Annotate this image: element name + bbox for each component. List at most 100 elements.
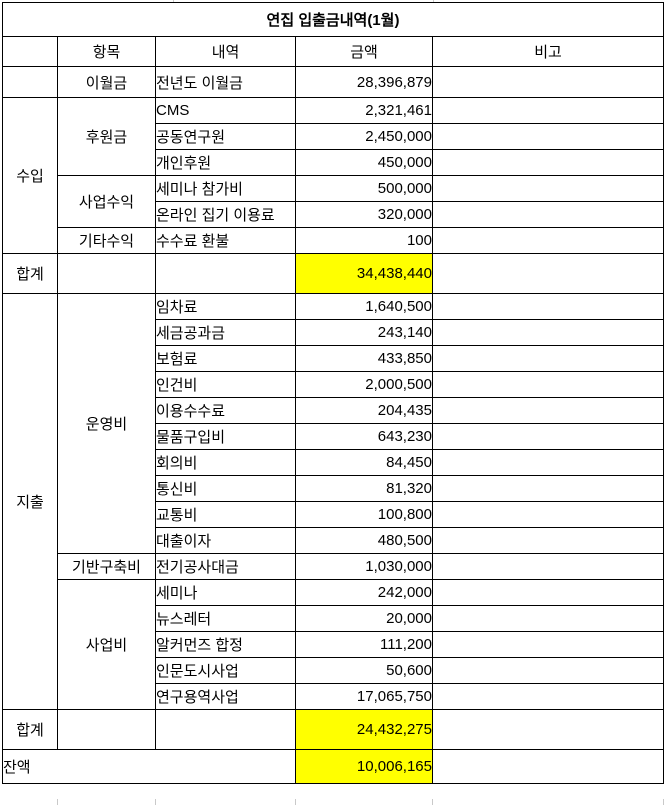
- detail-cell[interactable]: 이용수수료: [155, 397, 296, 424]
- detail-cell[interactable]: 연구용역사업: [155, 683, 296, 710]
- detail-cell[interactable]: 회의비: [155, 449, 296, 476]
- detail-cell[interactable]: 인문도시사업: [155, 657, 296, 684]
- amount-cell[interactable]: 2,450,000: [295, 123, 433, 150]
- note-cell[interactable]: [432, 149, 664, 176]
- note-cell[interactable]: [432, 683, 664, 710]
- amount-cell[interactable]: 84,450: [295, 449, 433, 476]
- amount-cell[interactable]: 433,850: [295, 345, 433, 372]
- note-cell[interactable]: [432, 579, 664, 606]
- amount-cell[interactable]: 500,000: [295, 175, 433, 202]
- note-cell[interactable]: [432, 293, 664, 320]
- note-cell[interactable]: [432, 66, 664, 98]
- note-cell[interactable]: [432, 631, 664, 658]
- income-group-cell[interactable]: 수입: [2, 97, 58, 254]
- detail-cell[interactable]: 세미나: [155, 579, 296, 606]
- amount-cell[interactable]: 450,000: [295, 149, 433, 176]
- note-cell[interactable]: [432, 423, 664, 450]
- amount-cell[interactable]: 81,320: [295, 475, 433, 502]
- detail-cell[interactable]: 대출이자: [155, 527, 296, 554]
- amount-header-cell[interactable]: 금액: [295, 36, 433, 67]
- empty-cell[interactable]: [155, 253, 296, 294]
- note-cell[interactable]: [432, 605, 664, 632]
- amount-cell[interactable]: 20,000: [295, 605, 433, 632]
- detail-cell[interactable]: 세미나 참가비: [155, 175, 296, 202]
- detail-cell[interactable]: CMS: [155, 97, 296, 124]
- amount-cell[interactable]: 17,065,750: [295, 683, 433, 710]
- detail-cell[interactable]: 물품구입비: [155, 423, 296, 450]
- detail-header-cell[interactable]: 내역: [155, 36, 296, 67]
- detail-cell[interactable]: 세금공과금: [155, 319, 296, 346]
- amount-cell[interactable]: 2,321,461: [295, 97, 433, 124]
- income-total-amount-cell[interactable]: 34,438,440: [295, 253, 433, 294]
- note-cell[interactable]: [432, 175, 664, 202]
- note-cell[interactable]: [432, 527, 664, 554]
- note-cell[interactable]: [432, 501, 664, 528]
- detail-cell[interactable]: 인건비: [155, 371, 296, 398]
- balance-amount-cell[interactable]: 10,006,165: [295, 749, 433, 784]
- item-cell-operating[interactable]: 운영비: [57, 293, 156, 554]
- note-cell[interactable]: [432, 709, 664, 750]
- amount-cell[interactable]: 28,396,879: [295, 66, 433, 98]
- detail-cell[interactable]: 뉴스레터: [155, 605, 296, 632]
- amount-cell[interactable]: 480,500: [295, 527, 433, 554]
- amount-cell[interactable]: 243,140: [295, 319, 433, 346]
- note-cell[interactable]: [432, 227, 664, 254]
- amount-cell[interactable]: 1,640,500: [295, 293, 433, 320]
- detail-cell[interactable]: 교통비: [155, 501, 296, 528]
- note-header-cell[interactable]: 비고: [432, 36, 664, 67]
- note-cell[interactable]: [432, 97, 664, 124]
- note-cell[interactable]: [432, 319, 664, 346]
- amount-cell[interactable]: 204,435: [295, 397, 433, 424]
- empty-cell[interactable]: [155, 709, 296, 750]
- amount-cell[interactable]: 2,000,500: [295, 371, 433, 398]
- gridline-stub: [663, 799, 664, 805]
- expense-total-label-cell[interactable]: 합계: [2, 709, 58, 750]
- note-cell[interactable]: [432, 253, 664, 294]
- detail-cell[interactable]: 알커먼즈 합정: [155, 631, 296, 658]
- expense-group-cell[interactable]: 지출: [2, 293, 58, 710]
- note-cell[interactable]: [432, 345, 664, 372]
- item-cell-business[interactable]: 사업수익: [57, 175, 156, 228]
- item-header-cell[interactable]: 항목: [57, 36, 156, 67]
- amount-cell[interactable]: 100: [295, 227, 433, 254]
- item-cell-project[interactable]: 사업비: [57, 579, 156, 710]
- amount-cell[interactable]: 100,800: [295, 501, 433, 528]
- detail-cell[interactable]: 보험료: [155, 345, 296, 372]
- amount-cell[interactable]: 1,030,000: [295, 553, 433, 580]
- empty-cell[interactable]: [57, 253, 156, 294]
- empty-cell[interactable]: [57, 709, 156, 750]
- item-cell[interactable]: 이월금: [57, 66, 156, 98]
- amount-cell[interactable]: 643,230: [295, 423, 433, 450]
- group-cell[interactable]: [2, 66, 58, 98]
- detail-cell[interactable]: 통신비: [155, 475, 296, 502]
- amount-cell[interactable]: 111,200: [295, 631, 433, 658]
- note-cell[interactable]: [432, 657, 664, 684]
- note-cell[interactable]: [432, 749, 664, 784]
- group-header-cell[interactable]: [2, 36, 58, 67]
- item-cell-other[interactable]: 기타수익: [57, 227, 156, 254]
- amount-cell[interactable]: 242,000: [295, 579, 433, 606]
- detail-cell[interactable]: 임차료: [155, 293, 296, 320]
- note-cell[interactable]: [432, 371, 664, 398]
- note-cell[interactable]: [432, 553, 664, 580]
- sheet-title-cell[interactable]: 연집 입출금내역(1월): [2, 2, 664, 37]
- amount-cell[interactable]: 50,600: [295, 657, 433, 684]
- detail-cell[interactable]: 온라인 집기 이용료: [155, 201, 296, 228]
- item-cell-infra[interactable]: 기반구축비: [57, 553, 156, 580]
- detail-cell[interactable]: 전년도 이월금: [155, 66, 296, 98]
- note-cell[interactable]: [432, 449, 664, 476]
- detail-cell[interactable]: 공동연구원: [155, 123, 296, 150]
- note-cell[interactable]: [432, 201, 664, 228]
- detail-cell[interactable]: 개인후원: [155, 149, 296, 176]
- balance-label-cell[interactable]: 잔액: [2, 749, 296, 784]
- income-total-label-cell[interactable]: 합계: [2, 253, 58, 294]
- note-cell[interactable]: [432, 475, 664, 502]
- detail-cell[interactable]: 수수료 환불: [155, 227, 296, 254]
- expense-total-amount-cell[interactable]: 24,432,275: [295, 709, 433, 750]
- detail-cell[interactable]: 전기공사대금: [155, 553, 296, 580]
- note-cell[interactable]: [432, 123, 664, 150]
- note-cell[interactable]: [432, 397, 664, 424]
- title-row: 연집 입출금내역(1월): [2, 2, 664, 37]
- item-cell-sponsor[interactable]: 후원금: [57, 97, 156, 176]
- amount-cell[interactable]: 320,000: [295, 201, 433, 228]
